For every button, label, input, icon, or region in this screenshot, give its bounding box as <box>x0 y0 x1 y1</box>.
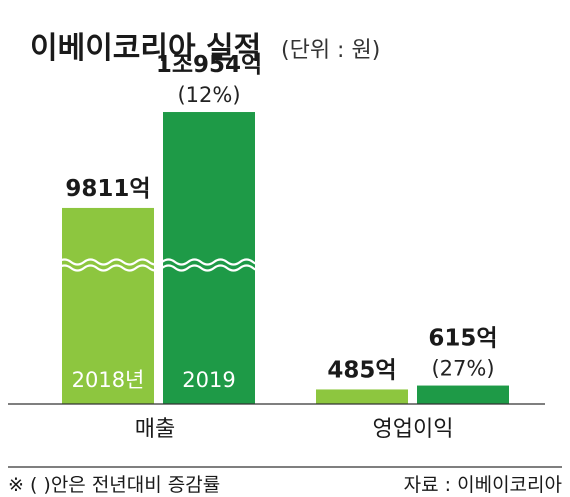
value-label-1-0: 485억 <box>327 357 396 383</box>
series-label-1: 2019 <box>182 368 235 392</box>
change-label-1-1: (27%) <box>431 357 494 381</box>
category-label-1: 영업이익 <box>373 417 454 442</box>
bar-0-1 <box>163 112 255 405</box>
bar-1-0 <box>316 389 408 404</box>
bars-layer: 9811억 485억 1조954억 (12%) 615억 (27%) 2018년 2019 매출… <box>57 52 509 442</box>
bar-1-1 <box>417 385 509 404</box>
category-label-0: 매출 <box>135 417 175 442</box>
chart-title: 이베이코리아 실적 <box>30 31 261 66</box>
series-label-0: 2018년 <box>72 368 145 392</box>
value-label-0-1: 1조954억 <box>156 52 262 78</box>
unit-label: (단위 : 원) <box>281 38 380 63</box>
footnote: ※ ( )안은 전년대비 증감률 <box>8 474 220 496</box>
bar-0-0 <box>62 207 154 404</box>
value-label-1-1: 615억 <box>428 326 497 352</box>
change-label-0-1: (12%) <box>177 83 240 107</box>
axis-break-line-top <box>57 258 267 266</box>
value-label-0-0: 9811억 <box>65 176 150 202</box>
source-label: 자료 : 이베이코리아 <box>404 474 562 496</box>
axis-break-line-bottom <box>57 264 267 272</box>
